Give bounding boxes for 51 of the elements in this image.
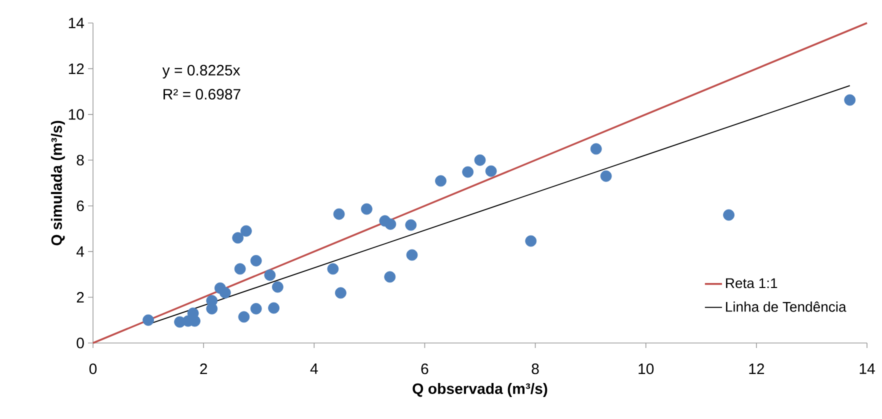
point: [405, 219, 417, 231]
point: [232, 232, 244, 244]
point: [462, 166, 474, 178]
point: [142, 314, 154, 326]
point: [384, 218, 396, 230]
point: [238, 311, 250, 323]
annotation: R² = 0.6987: [164, 88, 240, 100]
y-axis-title: Q simulada (m³/s): [50, 120, 65, 246]
point: [485, 165, 497, 177]
point: [525, 235, 537, 247]
y-tick-label: 2: [76, 292, 84, 303]
y-tick-label: 6: [76, 200, 84, 212]
y-tick-label: 14: [68, 18, 84, 28]
x-tick-label: 2: [200, 364, 207, 374]
point: [250, 255, 262, 266]
point: [435, 175, 446, 187]
x-tick-label: 14: [860, 364, 875, 374]
point: [327, 263, 339, 275]
y-tick-label: 12: [68, 63, 84, 74]
point: [333, 208, 345, 220]
point: [590, 143, 602, 155]
point: [219, 287, 231, 298]
annotation: y = 0.8225x: [162, 64, 240, 78]
point: [474, 154, 486, 166]
point: [240, 225, 252, 237]
point: [723, 209, 734, 221]
point: [844, 94, 856, 106]
x-tick-label: 12: [749, 364, 764, 374]
point: [264, 269, 276, 281]
point: [360, 203, 372, 215]
x-tick-label: 0: [89, 364, 97, 374]
point: [272, 281, 284, 293]
x-tick-label: 10: [638, 364, 654, 374]
y-tick-label: 4: [76, 246, 84, 257]
y-tick-label: 0: [76, 338, 84, 348]
point: [234, 263, 246, 275]
point: [600, 170, 612, 182]
legend-label: Reta 1:1: [726, 278, 778, 288]
y-tick-label: 8: [76, 154, 84, 166]
x-tick-label: 4: [310, 364, 318, 374]
point: [334, 287, 346, 299]
point: [384, 271, 396, 283]
x-tick-label: 8: [532, 364, 539, 374]
point: [406, 249, 418, 261]
x-tick-label: 6: [421, 364, 428, 374]
point: [268, 302, 280, 314]
x-axis-title: Q observada (m³/s): [412, 383, 548, 397]
point: [250, 303, 262, 314]
legend-label: Linha de Tendência: [726, 301, 846, 312]
point: [206, 295, 218, 306]
y-tick-label: 10: [68, 109, 84, 120]
